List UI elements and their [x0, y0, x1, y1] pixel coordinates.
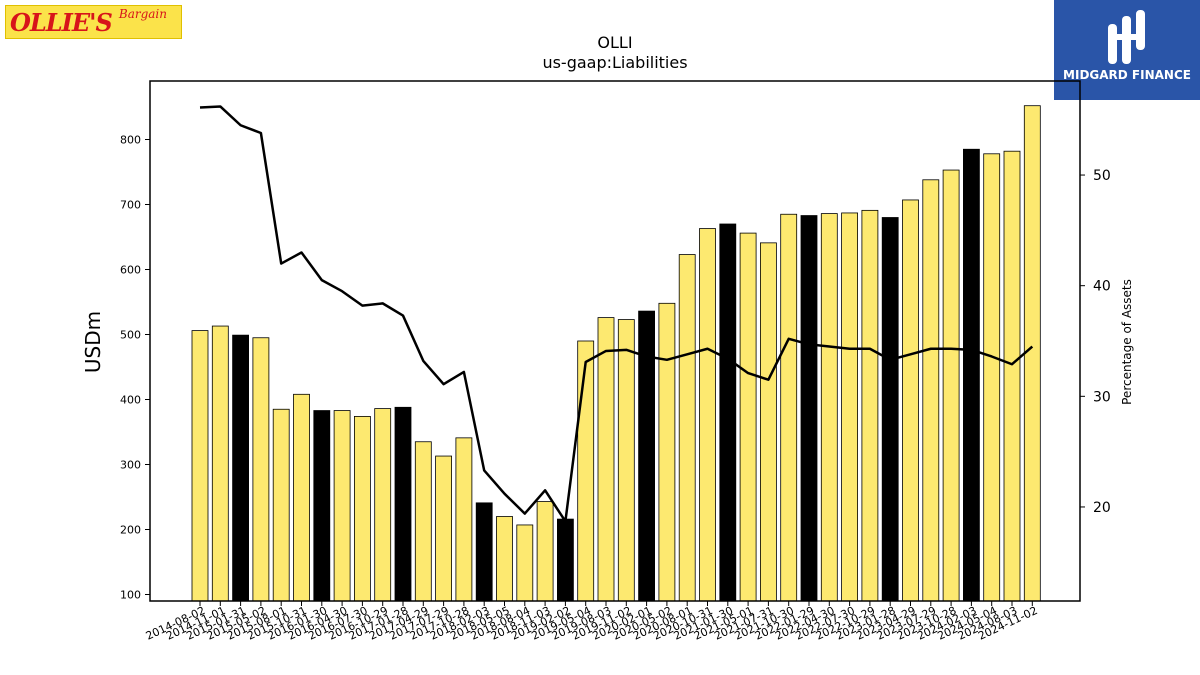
- bar: [902, 199, 919, 602]
- bar: [435, 455, 453, 602]
- midgard-mark-icon: [1108, 10, 1145, 64]
- y2-tick-label: 30: [1093, 389, 1111, 405]
- midgard-finance-logo: MIDGARD FINANCE: [1054, 0, 1200, 100]
- ollies-logo-tagline: Bargain: [118, 7, 167, 21]
- bar: [211, 325, 229, 602]
- bar: [881, 217, 899, 602]
- bar: [475, 502, 493, 602]
- bar: [414, 441, 432, 602]
- y-tick-label: 600: [120, 264, 141, 277]
- bar: [678, 254, 696, 602]
- y2-axis-label: Percentage of Assets: [1120, 279, 1134, 405]
- bar: [760, 242, 777, 602]
- bar: [597, 317, 615, 602]
- bar: [983, 153, 1001, 602]
- chart-subtitle: us-gaap:Liabilities: [542, 53, 687, 72]
- bar: [780, 213, 798, 602]
- chart-title: OLLI: [597, 33, 632, 52]
- y-tick-label: 200: [120, 524, 141, 537]
- bar: [374, 408, 392, 602]
- bar: [536, 501, 554, 602]
- y-tick-label: 300: [120, 459, 141, 472]
- bar: [455, 437, 473, 602]
- y-tick-label: 400: [120, 394, 141, 407]
- bar: [333, 410, 351, 602]
- bar: [841, 212, 858, 602]
- bar: [516, 524, 534, 602]
- ollies-logo-text: OLLIE'S: [10, 8, 113, 37]
- bar: [1023, 105, 1041, 602]
- y-axis-label: USDm: [81, 311, 105, 373]
- y2-tick-label: 40: [1093, 279, 1111, 295]
- axes: 100200300400500600700800203040502014-08-…: [120, 80, 1111, 643]
- bar: [719, 223, 737, 602]
- bar: [820, 213, 838, 602]
- bar: [577, 340, 595, 602]
- bar: [699, 228, 716, 602]
- bar: [496, 516, 513, 602]
- y-tick-label: 500: [120, 329, 141, 342]
- bar: [353, 415, 371, 602]
- bar: [617, 319, 635, 602]
- plot-frame: [149, 80, 1081, 602]
- bar: [557, 518, 574, 602]
- bar: [252, 337, 270, 602]
- bar: [394, 406, 412, 602]
- bar: [963, 148, 980, 602]
- bar: [800, 215, 818, 602]
- bar: [191, 330, 209, 602]
- y2-tick-label: 20: [1093, 500, 1111, 516]
- y-tick-label: 800: [120, 134, 141, 147]
- percentage-line-series: [199, 105, 1034, 523]
- bar: [658, 302, 676, 602]
- y-tick-label: 700: [120, 199, 141, 212]
- bar-series: [191, 105, 1041, 602]
- bar: [739, 232, 757, 602]
- bar: [942, 169, 960, 602]
- bar: [293, 393, 310, 602]
- ollies-logo: OLLIE'S Bargain: [5, 5, 182, 39]
- midgard-finance-name: MIDGARD FINANCE: [1063, 68, 1191, 82]
- bar: [232, 334, 250, 602]
- y-tick-label: 100: [120, 589, 141, 602]
- bar: [922, 179, 940, 602]
- percentage-line: [199, 105, 1034, 523]
- bar: [272, 408, 290, 602]
- bar: [1003, 150, 1021, 602]
- bar: [861, 209, 879, 602]
- bar: [313, 410, 331, 602]
- y2-tick-label: 50: [1093, 168, 1111, 184]
